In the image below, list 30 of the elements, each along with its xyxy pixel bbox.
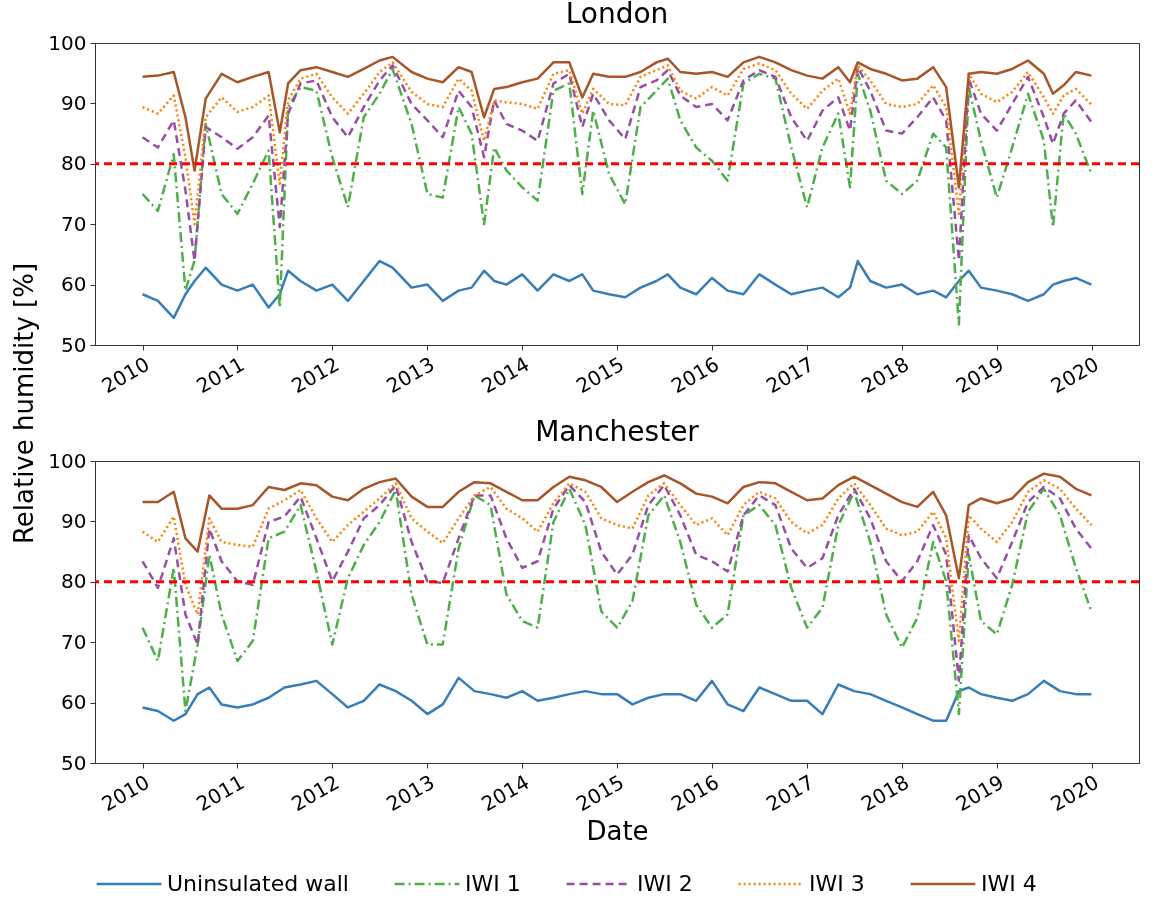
y-tick-label: 100 bbox=[48, 448, 87, 473]
legend-label: IWI 4 bbox=[981, 871, 1037, 896]
y-tick-label: 50 bbox=[61, 750, 87, 775]
legend-label: IWI 3 bbox=[809, 871, 865, 896]
line-series bbox=[141, 479, 1093, 643]
line-series bbox=[141, 67, 1093, 326]
line-series bbox=[141, 676, 1093, 722]
line-series bbox=[141, 487, 1093, 716]
legend-label: Uninsulated wall bbox=[167, 871, 349, 896]
line-series bbox=[141, 55, 1093, 189]
y-axis-title: Relative humidity [%] bbox=[8, 262, 39, 545]
y-tick-label: 60 bbox=[61, 272, 87, 297]
legend-label: IWI 2 bbox=[637, 871, 693, 896]
y-tick-label: 90 bbox=[61, 508, 87, 533]
chart-title: Manchester bbox=[535, 415, 700, 448]
y-tick-label: 80 bbox=[61, 569, 87, 594]
line-series bbox=[141, 259, 1093, 320]
x-axis-title: Date bbox=[586, 816, 649, 847]
line-series bbox=[141, 61, 1093, 226]
chart-title: London bbox=[565, 0, 669, 30]
y-tick-label: 80 bbox=[61, 151, 87, 176]
line-series bbox=[141, 472, 1093, 580]
y-tick-label: 60 bbox=[61, 690, 87, 715]
y-tick-label: 70 bbox=[61, 629, 87, 654]
legend-label: IWI 1 bbox=[465, 871, 521, 896]
y-tick-label: 90 bbox=[61, 90, 87, 115]
y-tick-label: 70 bbox=[61, 211, 87, 236]
line-series bbox=[141, 483, 1093, 683]
y-tick-label: 100 bbox=[48, 30, 87, 55]
y-tick-label: 50 bbox=[61, 332, 87, 357]
